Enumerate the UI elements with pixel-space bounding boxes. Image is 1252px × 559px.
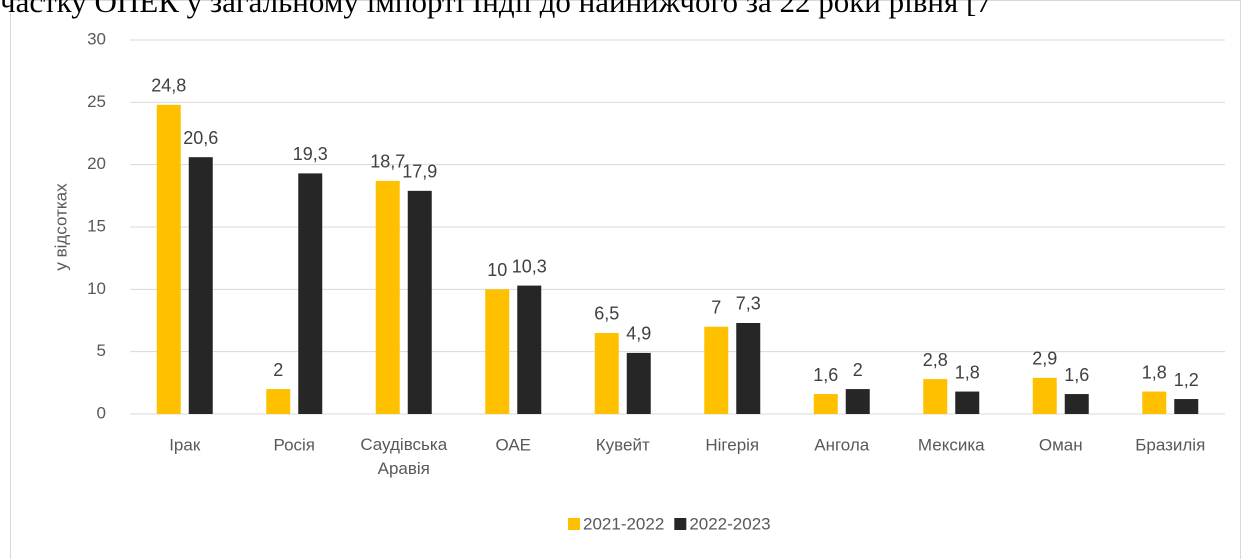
bar [845, 389, 870, 414]
legend-swatch [568, 518, 580, 530]
data-label: 1,2 [1174, 370, 1199, 390]
chart-frame [10, 0, 1241, 559]
legend-label: 2022-2023 [689, 514, 770, 533]
data-label: 1,8 [1142, 362, 1167, 382]
bar [594, 332, 619, 414]
data-label: 7,3 [736, 294, 761, 314]
data-label: 1,6 [1064, 365, 1089, 385]
data-label: 10,3 [512, 256, 547, 276]
document-text: частку ОПЕК у загальному імпорті Індії д… [0, 0, 992, 19]
bar [1142, 391, 1167, 414]
y-tick-label: 30 [87, 29, 106, 48]
bar [485, 289, 510, 414]
data-label: 24,8 [151, 76, 186, 96]
x-tick-label: Бразилія [1135, 435, 1205, 454]
data-label: 4,9 [626, 324, 651, 344]
y-tick-label: 10 [87, 279, 106, 298]
legend-swatch [674, 518, 687, 530]
bar [156, 104, 181, 415]
legend-label: 2021-2022 [583, 514, 664, 533]
data-label: 6,5 [594, 304, 619, 324]
bar [736, 322, 761, 414]
x-tick-label: Ангола [814, 435, 870, 454]
y-tick-label: 0 [97, 403, 106, 422]
bar [813, 394, 838, 414]
bar [1174, 399, 1199, 414]
data-label: 18,7 [370, 152, 405, 172]
y-tick-label: 25 [87, 92, 106, 111]
data-label: 19,3 [293, 144, 328, 164]
y-axis-label: у відсотках [51, 183, 70, 271]
x-tick-label: ОАЕ [495, 435, 531, 454]
data-label: 20,6 [183, 128, 218, 148]
bar [188, 157, 213, 415]
data-label: 1,8 [955, 362, 980, 382]
y-tick-label: 5 [97, 341, 106, 360]
data-label: 10 [487, 260, 507, 280]
data-label: 2 [273, 360, 283, 380]
bar [517, 285, 542, 414]
bar [407, 190, 432, 414]
bar [923, 379, 948, 414]
data-label: 2,9 [1032, 349, 1057, 369]
data-label: 2 [853, 360, 863, 380]
bar [375, 180, 400, 414]
data-label: 17,9 [402, 162, 437, 182]
bar [955, 391, 980, 414]
bar [1032, 377, 1057, 414]
x-tick-label: Нігерія [705, 435, 759, 454]
bar [266, 389, 291, 414]
data-label: 7 [711, 297, 721, 317]
x-tick-label: Оман [1039, 435, 1083, 454]
y-tick-label: 20 [87, 154, 106, 173]
x-tick-label: Ірак [169, 435, 201, 454]
x-tick-label: Росія [273, 435, 315, 454]
bar [298, 173, 323, 414]
x-tick-label: Кувейт [596, 435, 650, 454]
y-tick-label: 15 [87, 216, 106, 235]
x-tick-label: Саудівська Аравія [360, 435, 447, 478]
bar [626, 352, 651, 414]
bar [704, 326, 729, 414]
bar [1064, 394, 1089, 414]
x-tick-label: Мексика [918, 435, 985, 454]
data-label: 1,6 [813, 365, 838, 385]
data-label: 2,8 [923, 350, 948, 370]
